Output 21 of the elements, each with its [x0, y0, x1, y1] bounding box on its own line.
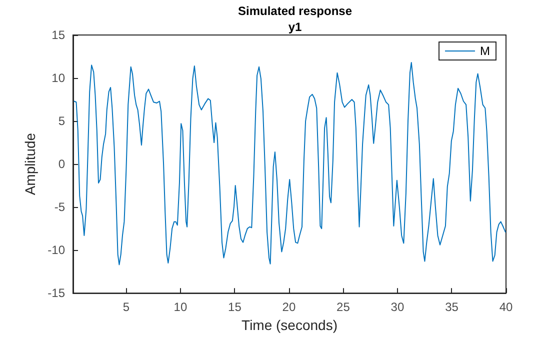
legend-label: M [480, 44, 490, 58]
x-tick-label: 10 [174, 300, 188, 314]
chart-title: Simulated response [238, 4, 352, 18]
x-tick-label: 35 [445, 300, 459, 314]
x-tick-label: 20 [282, 300, 296, 314]
x-tick-label: 5 [122, 300, 130, 314]
x-tick-label: 40 [499, 300, 513, 314]
y-tick-label: -5 [54, 200, 66, 214]
x-tick-label: 15 [228, 300, 242, 314]
y-axis-title: Amplitude [22, 132, 38, 196]
x-tick-label: 25 [336, 300, 350, 314]
x-axis-title: Time (seconds) [242, 317, 338, 333]
y-tick-label: 0 [58, 157, 66, 172]
y-tick-label: -15 [48, 286, 66, 300]
y-tick-label: 10 [52, 71, 66, 86]
y-tick-label: 5 [58, 114, 66, 128]
chart-subtitle: y1 [288, 20, 302, 34]
y-tick-label: 15 [52, 28, 66, 42]
line-series [74, 62, 506, 266]
y-tick-label: -10 [48, 243, 66, 258]
x-tick-label: 30 [390, 300, 404, 314]
